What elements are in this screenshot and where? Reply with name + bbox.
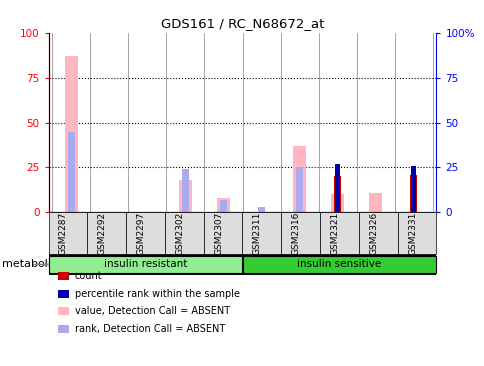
- Bar: [216, 198, 230, 212]
- Text: percentile rank within the sample: percentile rank within the sample: [75, 289, 239, 299]
- Text: GSM2331: GSM2331: [407, 212, 416, 255]
- Text: GSM2292: GSM2292: [97, 212, 106, 255]
- Bar: [410, 166, 415, 212]
- Bar: [292, 146, 305, 212]
- Bar: [68, 132, 75, 212]
- Bar: [257, 207, 265, 212]
- Text: GSM2297: GSM2297: [136, 212, 145, 255]
- Text: metabolism: metabolism: [2, 259, 68, 269]
- Text: GSM2302: GSM2302: [175, 212, 184, 255]
- Title: GDS161 / RC_N68672_at: GDS161 / RC_N68672_at: [161, 17, 323, 30]
- Text: GSM2307: GSM2307: [213, 212, 223, 255]
- Text: GSM2321: GSM2321: [330, 212, 339, 255]
- Bar: [182, 169, 189, 212]
- Bar: [295, 168, 302, 212]
- Bar: [219, 200, 227, 212]
- Bar: [334, 164, 339, 212]
- Text: GSM2287: GSM2287: [59, 212, 68, 255]
- Text: GSM2316: GSM2316: [291, 212, 300, 255]
- Text: count: count: [75, 271, 102, 281]
- Text: value, Detection Call = ABSENT: value, Detection Call = ABSENT: [75, 306, 229, 317]
- Bar: [368, 193, 381, 212]
- Bar: [179, 180, 192, 212]
- Bar: [330, 194, 344, 212]
- Bar: [409, 175, 416, 212]
- Text: GSM2326: GSM2326: [368, 212, 378, 255]
- Text: rank, Detection Call = ABSENT: rank, Detection Call = ABSENT: [75, 324, 225, 334]
- Bar: [64, 56, 78, 212]
- Bar: [333, 176, 340, 212]
- Text: insulin sensitive: insulin sensitive: [297, 259, 381, 269]
- Text: insulin resistant: insulin resistant: [104, 259, 187, 269]
- Text: GSM2311: GSM2311: [252, 212, 261, 255]
